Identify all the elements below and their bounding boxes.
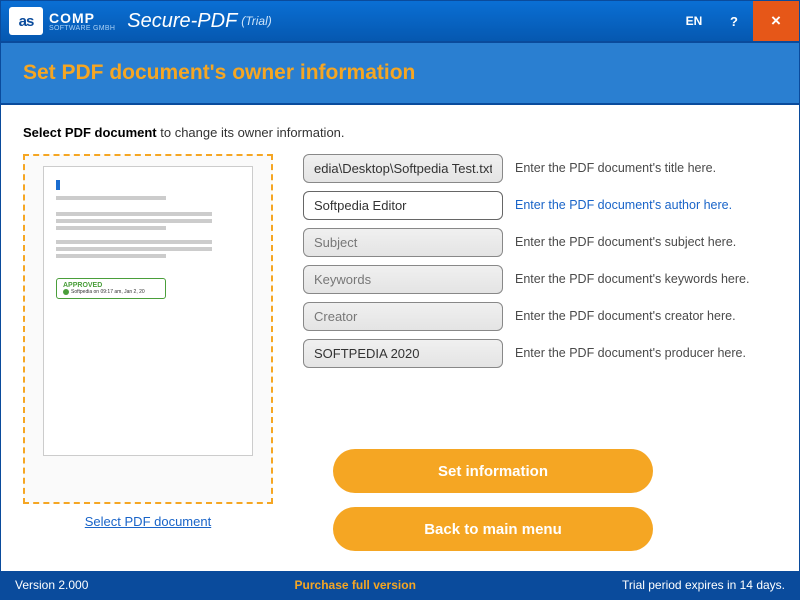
app-window: as COMP SOFTWARE GMBH Secure-PDF (Trial)… xyxy=(0,0,800,600)
help-button[interactable]: ? xyxy=(715,1,753,41)
keywords-input[interactable] xyxy=(303,265,503,294)
form-row-author: Enter the PDF document's author here. xyxy=(303,191,777,220)
form-row-producer: Enter the PDF document's producer here. xyxy=(303,339,777,368)
form-row-title: Enter the PDF document's title here. xyxy=(303,154,777,183)
subject-hint: Enter the PDF document's subject here. xyxy=(515,235,777,251)
language-button[interactable]: EN xyxy=(673,1,715,41)
creator-input[interactable] xyxy=(303,302,503,331)
instruction-rest: to change its owner information. xyxy=(157,125,345,140)
stamp-subtitle: Softpedia on 09:17 am, Jan 2, 20 xyxy=(63,289,159,295)
titlebar: as COMP SOFTWARE GMBH Secure-PDF (Trial)… xyxy=(1,1,799,41)
logo-badge: as xyxy=(9,7,43,35)
logo-subtitle: SOFTWARE GMBH xyxy=(49,25,115,32)
status-bar: Version 2.000 Purchase full version Tria… xyxy=(1,571,799,599)
preview-column: APPROVED Softpedia on 09:17 am, Jan 2, 2… xyxy=(23,154,273,561)
version-label: Version 2.000 xyxy=(15,578,88,592)
author-input[interactable] xyxy=(303,191,503,220)
subject-input[interactable] xyxy=(303,228,503,257)
title-hint: Enter the PDF document's title here. xyxy=(515,161,777,177)
instruction-bold: Select PDF document xyxy=(23,125,157,140)
purchase-link[interactable]: Purchase full version xyxy=(88,578,622,592)
instruction-text: Select PDF document to change its owner … xyxy=(23,125,777,140)
page-title: Set PDF document's owner information xyxy=(23,61,777,85)
page-header: Set PDF document's owner information xyxy=(1,41,799,105)
back-to-menu-button[interactable]: Back to main menu xyxy=(333,507,653,551)
app-trial-label: (Trial) xyxy=(241,14,271,28)
creator-hint: Enter the PDF document's creator here. xyxy=(515,309,777,325)
approved-stamp: APPROVED Softpedia on 09:17 am, Jan 2, 2… xyxy=(56,278,166,299)
form-row-creator: Enter the PDF document's creator here. xyxy=(303,302,777,331)
producer-hint: Enter the PDF document's producer here. xyxy=(515,346,777,362)
logo-company: COMP xyxy=(49,11,115,25)
producer-input[interactable] xyxy=(303,339,503,368)
stamp-title: APPROVED xyxy=(63,282,159,289)
form-row-subject: Enter the PDF document's subject here. xyxy=(303,228,777,257)
title-input[interactable] xyxy=(303,154,503,183)
button-column: Set information Back to main menu xyxy=(303,449,777,561)
trial-expiry-label: Trial period expires in 14 days. xyxy=(622,578,785,592)
keywords-hint: Enter the PDF document's keywords here. xyxy=(515,272,777,288)
app-logo: as COMP SOFTWARE GMBH xyxy=(9,7,115,35)
pdf-preview-box[interactable]: APPROVED Softpedia on 09:17 am, Jan 2, 2… xyxy=(23,154,273,504)
app-title: Secure-PDF xyxy=(127,10,237,33)
author-hint: Enter the PDF document's author here. xyxy=(515,198,777,214)
main-content: Select PDF document to change its owner … xyxy=(1,105,799,571)
form-column: Enter the PDF document's title here. Ente… xyxy=(303,154,777,561)
set-information-button[interactable]: Set information xyxy=(333,449,653,493)
close-button[interactable]: × xyxy=(753,1,799,41)
pdf-page-thumbnail: APPROVED Softpedia on 09:17 am, Jan 2, 2… xyxy=(43,166,253,456)
form-row-keywords: Enter the PDF document's keywords here. xyxy=(303,265,777,294)
select-pdf-link[interactable]: Select PDF document xyxy=(85,514,211,529)
content-row: APPROVED Softpedia on 09:17 am, Jan 2, 2… xyxy=(23,154,777,561)
